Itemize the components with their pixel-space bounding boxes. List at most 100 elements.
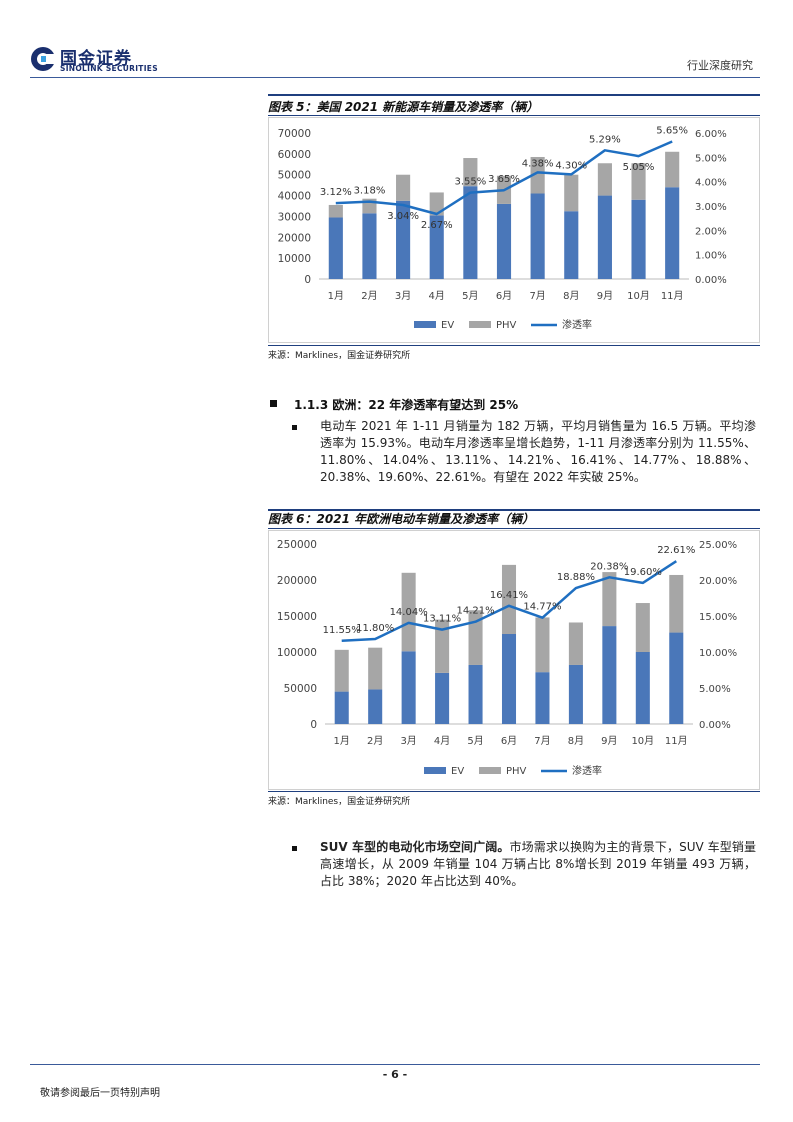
figure5-bottom-rule <box>268 345 760 346</box>
fig6-bar-phv <box>435 619 450 673</box>
fig5-ytick-label: 60000 <box>278 149 311 161</box>
fig6-xtick-label: 3月 <box>400 735 416 747</box>
fig6-data-label: 14.77% <box>523 602 561 613</box>
fig6-bar-ev <box>635 652 650 724</box>
fig6-ytick-label: 150000 <box>277 611 317 623</box>
fig5-bar-phv <box>665 151 680 188</box>
fig6-data-label: 18.88% <box>557 572 595 583</box>
fig5-xtick-label: 4月 <box>429 290 445 302</box>
fig5-xtick-label: 10月 <box>627 290 650 302</box>
fig6-bar-ev <box>368 689 383 724</box>
fig6-bar-phv <box>368 647 383 690</box>
fig6-data-label: 11.55% <box>323 625 361 636</box>
fig6-y2tick-label: 10.00% <box>699 648 737 659</box>
report-type: 行业深度研究 <box>687 59 753 72</box>
fig5-y2tick-label: 5.00% <box>695 153 727 164</box>
paragraph-bullet <box>292 425 297 430</box>
fig6-bar-phv <box>334 649 349 692</box>
fig5-data-label: 3.55% <box>454 177 486 188</box>
figure5-chart-box: 0 10000 20000 30000 40000 50000 60000 70000 0.00… <box>268 117 760 343</box>
fig5-bar-ev <box>429 215 444 279</box>
fig5-bar-ev <box>597 195 612 279</box>
fig5-bar-ev <box>328 217 343 279</box>
fig6-xtick-label: 2月 <box>367 735 383 747</box>
suv-bullet <box>292 846 297 851</box>
fig5-data-label: 2.67% <box>421 220 453 231</box>
fig5-bar-ev <box>665 187 680 279</box>
fig6-xtick-label: 5月 <box>467 735 483 747</box>
fig5-ytick-label: 0 <box>304 274 311 286</box>
fig5-data-label: 4.38% <box>522 158 554 169</box>
fig6-data-label: 13.11% <box>423 614 461 625</box>
fig5-xtick-label: 5月 <box>462 290 478 302</box>
fig6-bar-ev <box>568 664 583 724</box>
suv-bold-lead: SUV 车型的电动化市场空间广阔。 <box>320 840 510 854</box>
fig6-bar-ev <box>468 664 483 724</box>
fig6-bar-ev <box>535 672 550 724</box>
logo-text-cn: 国金证券 <box>60 49 132 69</box>
fig6-bar-phv <box>468 610 483 665</box>
fig6-bar-ev <box>669 632 684 724</box>
figure6-bottom-rule <box>268 791 760 792</box>
fig6-y2tick-label: 25.00% <box>699 540 737 551</box>
fig5-bar-ev <box>362 213 377 279</box>
europe-paragraph: 电动车 2021 年 1-11 月销量为 182 万辆，平均月销售量为 16.5… <box>320 419 756 484</box>
fig6-bar-ev <box>435 672 450 724</box>
fig6-y2tick-label: 15.00% <box>699 612 737 623</box>
fig5-bar-phv <box>396 174 411 201</box>
fig6-y2tick-label: 20.00% <box>699 576 737 587</box>
fig5-y2tick-label: 3.00% <box>695 202 727 213</box>
fig5-y2tick-label: 1.00% <box>695 251 727 262</box>
fig5-xtick-label: 11月 <box>661 290 684 302</box>
fig5-bar-ev <box>396 200 411 279</box>
fig5-xtick-label: 6月 <box>496 290 512 302</box>
fig5-data-label: 3.12% <box>320 187 352 198</box>
fig6-legend-ev: EV <box>451 766 464 777</box>
fig6-xtick-label: 6月 <box>501 735 517 747</box>
fig6-bar-ev <box>401 651 416 724</box>
fig6-data-label: 19.60% <box>624 567 662 578</box>
fig5-bar-phv <box>328 204 343 218</box>
header-divider <box>30 77 760 78</box>
fig6-legend-line: 渗透率 <box>572 764 602 777</box>
fig6-legend-phv-swatch <box>479 767 501 774</box>
fig6-xtick-label: 1月 <box>334 735 350 747</box>
fig6-bar-phv <box>602 572 617 627</box>
logo-text-en: SINOLINK SECURITIES <box>60 64 158 73</box>
fig6-xtick-label: 4月 <box>434 735 450 747</box>
section-bullet <box>270 400 277 407</box>
fig5-xtick-label: 7月 <box>529 290 545 302</box>
figure6-chart: 0 50000 100000 150000 200000 250000 0.00% 5.00%… <box>277 539 737 777</box>
figure5-chart: 0 10000 20000 30000 40000 50000 60000 70000 0.00… <box>278 126 727 331</box>
fig5-bar-ev <box>496 203 512 279</box>
fig6-bar-phv <box>635 603 650 652</box>
fig5-y2tick-label: 4.00% <box>695 178 727 189</box>
fig5-ytick-label: 40000 <box>278 191 311 203</box>
fig6-xtick-label: 8月 <box>568 735 584 747</box>
fig6-data-label: 14.21% <box>456 606 494 617</box>
fig6-bar-ev <box>602 626 617 724</box>
fig5-legend-phv: PHV <box>496 320 517 331</box>
fig6-y2tick-label: 5.00% <box>699 684 731 695</box>
figure6-title: 图表 6：2021 年欧洲电动车销量及渗透率（辆） <box>268 512 535 526</box>
fig5-legend-phv-swatch <box>469 321 491 328</box>
fig6-bar-phv <box>669 574 684 633</box>
fig6-data-label: 22.61% <box>657 545 695 556</box>
fig5-ytick-label: 30000 <box>278 211 311 223</box>
fig6-ytick-label: 0 <box>310 719 317 731</box>
fig6-bar-phv <box>401 572 416 652</box>
fig5-bar-ev <box>530 193 545 279</box>
fig5-bar-phv <box>530 156 545 194</box>
figure6-chart-box: 0 50000 100000 150000 200000 250000 0.00% 5.00%… <box>268 530 760 790</box>
figure6-top-rule <box>268 509 760 511</box>
figure5-title: 图表 5：美国 2021 新能源车销量及渗透率（辆） <box>268 100 539 114</box>
fig5-ytick-label: 20000 <box>278 232 311 244</box>
fig5-y2tick-label: 0.00% <box>695 275 727 286</box>
figure6-title-rule <box>268 528 760 529</box>
figure5-source: 来源：Marklines，国金证券研究所 <box>268 351 411 361</box>
fig6-y2tick-label: 0.00% <box>699 720 731 731</box>
fig6-bar-ev <box>501 634 517 724</box>
fig6-xtick-label: 11月 <box>665 735 688 747</box>
fig5-legend-ev-swatch <box>414 321 436 328</box>
fig5-bar-ev <box>463 186 478 279</box>
